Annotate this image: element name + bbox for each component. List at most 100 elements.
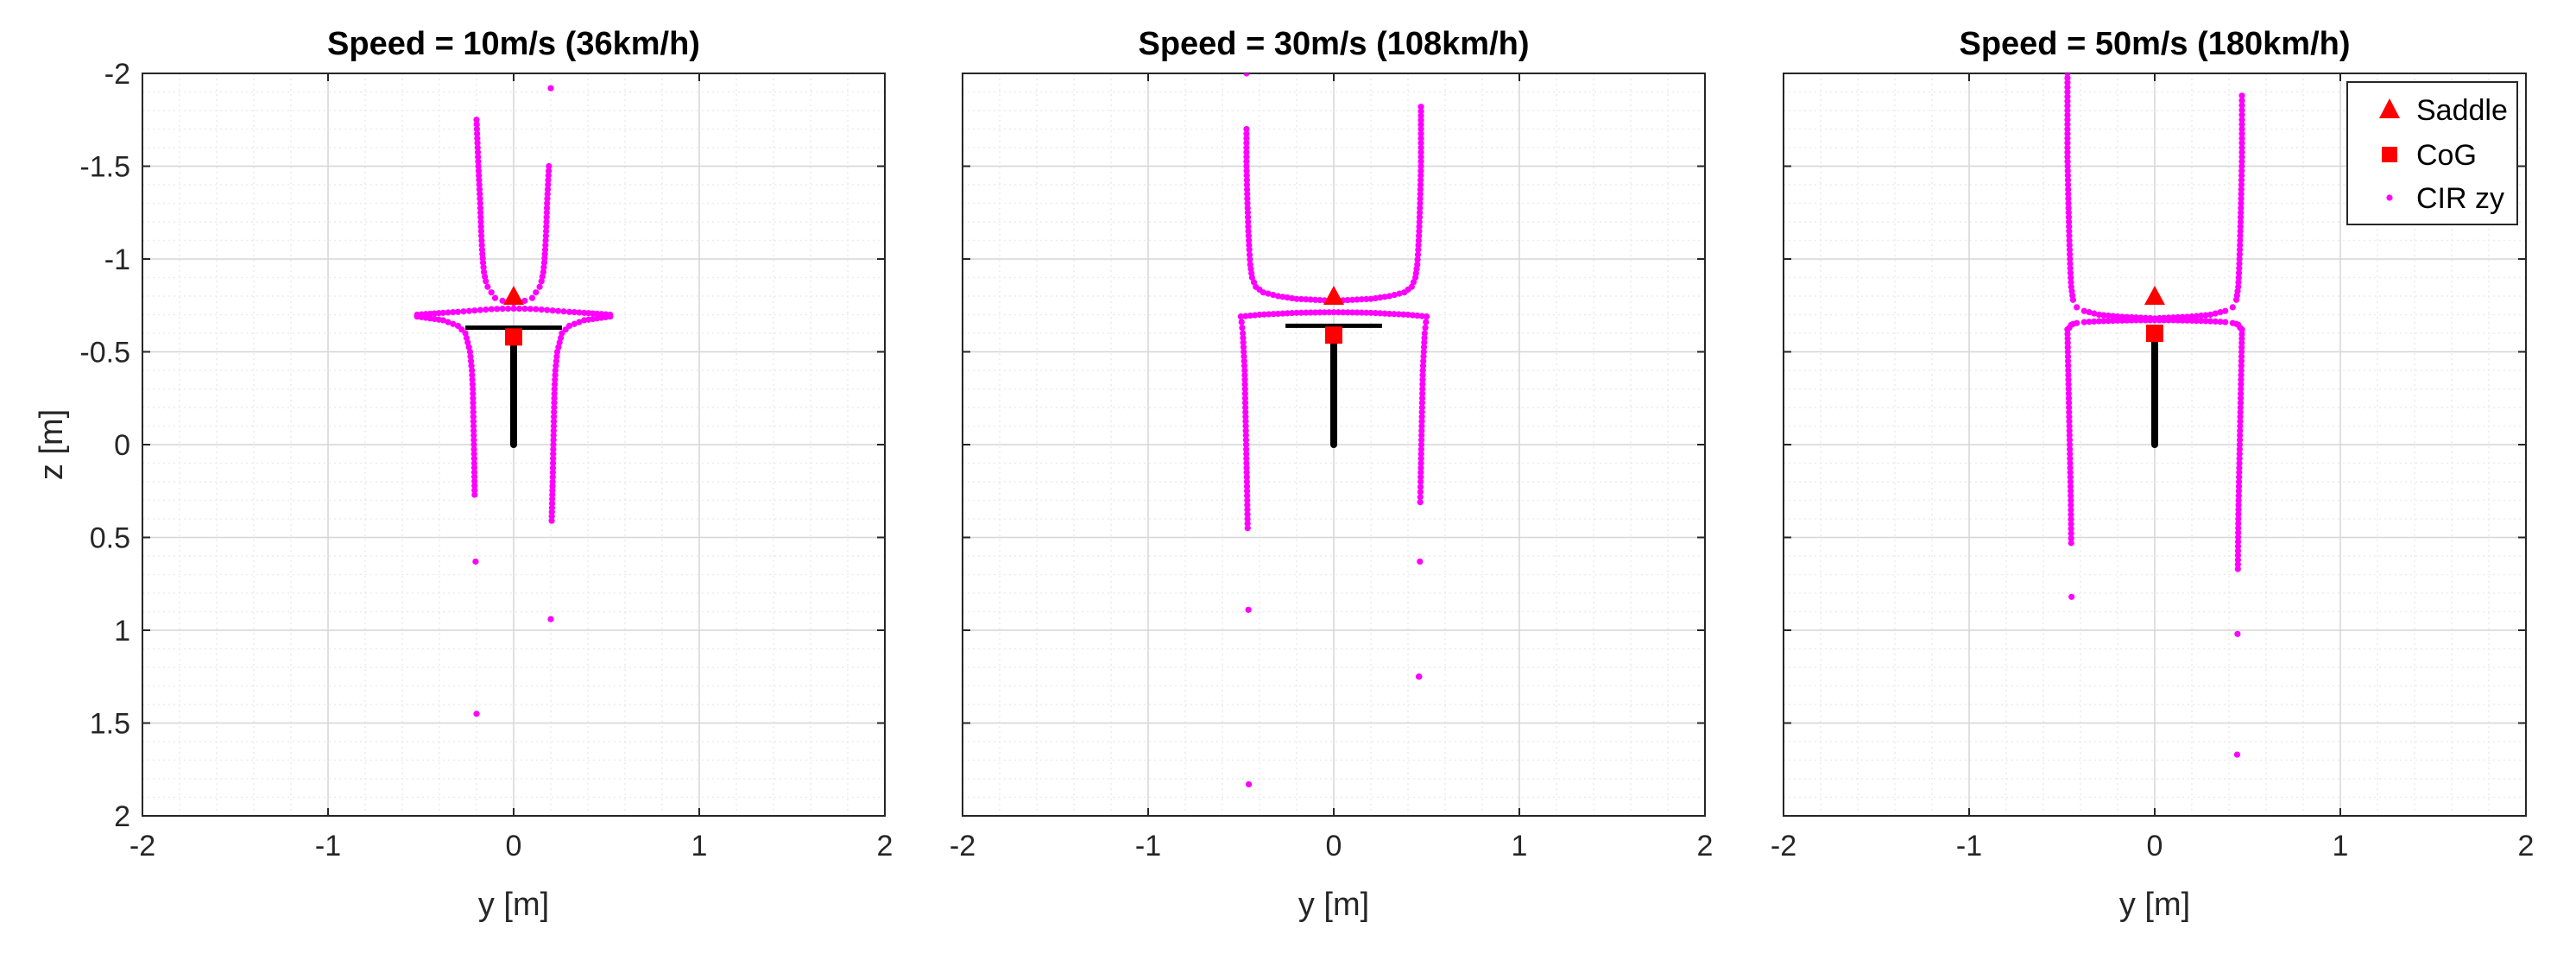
x-tick-label: 0: [2147, 830, 2163, 862]
cir-point: [2066, 228, 2073, 235]
cir-point: [550, 437, 557, 444]
cog-marker: [1325, 326, 1342, 344]
cir-point: [2236, 251, 2243, 258]
cir-point: [469, 376, 476, 383]
cir-point: [1316, 309, 1323, 316]
cir-point: [1354, 296, 1361, 303]
cir-point: [470, 408, 477, 415]
cir-point: [551, 385, 558, 393]
cir-point: [472, 558, 479, 565]
cir-point: [504, 305, 512, 313]
cir-point: [2236, 246, 2244, 253]
cir-point: [2064, 158, 2071, 165]
cir-point: [1245, 223, 1252, 230]
cir-point: [1243, 451, 1250, 458]
legend-entry-label: Saddle: [2416, 94, 2508, 127]
cir-point: [538, 306, 545, 313]
cir-point: [552, 376, 559, 383]
cir-point: [1418, 418, 1425, 425]
cir-point: [1421, 330, 1428, 337]
cir-point: [1372, 294, 1379, 302]
cir-point: [488, 306, 495, 313]
saddle-marker: [503, 286, 524, 305]
cir-point: [2064, 339, 2071, 346]
cir-point: [1241, 367, 1248, 374]
cir-point: [1340, 309, 1347, 316]
cir-point: [1243, 464, 1250, 471]
cir-point: [2067, 265, 2074, 272]
cir-point: [2234, 552, 2242, 559]
cir-point: [544, 186, 552, 193]
cir-point: [2237, 422, 2244, 430]
cir-point: [467, 353, 474, 360]
cir-point: [1270, 291, 1277, 299]
cir-point: [2068, 534, 2074, 542]
cir-point: [1241, 371, 1248, 378]
cir-point: [1245, 232, 1252, 239]
cir-point: [2237, 223, 2244, 230]
cir-point: [2065, 385, 2072, 393]
cir-point: [2235, 515, 2242, 522]
cir-point: [1243, 469, 1250, 476]
cir-point: [2064, 84, 2071, 91]
cir-point: [2066, 232, 2073, 239]
cir-point: [1244, 492, 1251, 499]
cir-point: [477, 228, 484, 235]
cir-point: [1417, 148, 1424, 155]
cir-point: [477, 199, 483, 207]
cir-point: [2234, 561, 2241, 568]
cir-point: [491, 294, 499, 301]
cir-point: [1420, 348, 1427, 356]
cir-point: [2238, 376, 2245, 383]
cir-point: [549, 474, 556, 481]
cir-point: [1244, 496, 1251, 504]
cir-point: [521, 297, 528, 304]
cir-point: [576, 319, 583, 325]
y-tick-label: 0: [114, 429, 130, 462]
cir-point: [2238, 92, 2245, 99]
cir-point: [1415, 246, 1422, 253]
cir-point: [548, 517, 555, 524]
cir-point: [541, 246, 549, 253]
chart-title: Speed = 50m/s (180km/h): [1959, 26, 2350, 62]
cir-point: [1326, 309, 1333, 316]
cir-point: [1238, 319, 1245, 325]
cir-point: [2238, 106, 2245, 114]
cir-point: [1242, 313, 1249, 319]
cir-point: [2064, 88, 2071, 96]
cir-point: [2064, 111, 2071, 118]
cir-point: [1417, 177, 1424, 184]
cir-point: [2238, 148, 2245, 155]
cir-point: [2064, 121, 2071, 128]
cir-point: [2234, 565, 2241, 572]
cir-point: [2238, 209, 2245, 216]
cir-point: [1303, 309, 1310, 316]
cir-point: [550, 427, 557, 434]
cir-point: [2068, 540, 2074, 546]
cir-point: [1241, 363, 1248, 370]
cir-point: [1419, 367, 1426, 374]
cir-point: [2091, 318, 2098, 325]
y-tick-label: -1: [104, 243, 130, 276]
cir-point: [1423, 313, 1430, 320]
cir-point: [533, 306, 540, 313]
cir-point: [2118, 317, 2125, 324]
cir-point: [2066, 441, 2074, 448]
cir-point: [2235, 269, 2243, 276]
cir-point: [2068, 515, 2074, 523]
cir-point: [2065, 395, 2073, 401]
cir-point: [581, 317, 588, 324]
x-tick-label: -2: [129, 830, 155, 862]
cir-point: [473, 711, 480, 717]
cir-point: [1420, 344, 1428, 351]
cir-point: [476, 181, 483, 188]
y-tick-label: 1: [114, 615, 130, 648]
cir-point: [1246, 237, 1253, 244]
cir-point: [1243, 478, 1250, 485]
cir-point: [1241, 348, 1247, 356]
cir-point: [2068, 525, 2074, 533]
cir-point: [1417, 469, 1424, 476]
cir-point: [494, 306, 501, 313]
cir-point: [2068, 492, 2074, 499]
cir-point: [1381, 310, 1388, 317]
